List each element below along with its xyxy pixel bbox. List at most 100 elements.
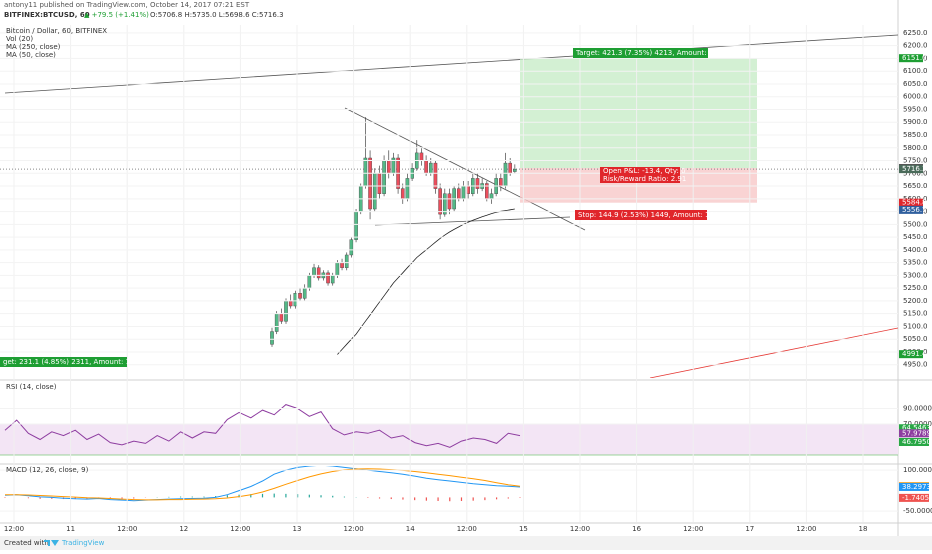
macd-histogram-bar xyxy=(203,497,204,498)
macd-histogram-bar xyxy=(449,497,450,501)
pane-title: RSI (14, close) xyxy=(6,383,57,391)
candle-body xyxy=(378,173,381,193)
x-tick-label: 12:00 xyxy=(796,525,816,533)
macd-histogram-bar xyxy=(227,495,228,497)
candle-body xyxy=(439,189,442,215)
candle-body xyxy=(513,169,516,171)
candle-body xyxy=(382,161,385,194)
macd-histogram-bar xyxy=(508,497,509,498)
x-tick-label: 12:00 xyxy=(570,525,590,533)
legend-entry: MA (250, close) xyxy=(6,43,61,51)
legend-entry: Vol (20) xyxy=(6,35,33,43)
macd-histogram-bar xyxy=(437,497,438,501)
candle-body xyxy=(499,178,502,186)
footer-bar xyxy=(0,536,932,550)
change: ▲ +79.5 (+1.41%) xyxy=(84,11,149,19)
y-tick-label: 5500.0 xyxy=(903,220,928,228)
candle-body xyxy=(457,189,460,199)
annotation: get: 231.1 (4.85%) 2311, Amount: 160 xyxy=(3,358,139,366)
symbol: BITFINEX:BTCUSD, 60 xyxy=(4,11,90,19)
y-tick-label: 100.0000 xyxy=(903,466,932,474)
candle-body xyxy=(509,163,512,173)
macd-histogram-bar xyxy=(496,497,497,499)
y-tick-label: 5850.0 xyxy=(903,131,928,139)
candle-body xyxy=(340,263,343,268)
candle-body xyxy=(387,161,390,174)
y-tick-label: 5650.0 xyxy=(903,182,928,190)
pane-borders xyxy=(0,0,932,536)
macd-histogram-bar xyxy=(367,497,368,498)
y-tick-label: 5050.0 xyxy=(903,335,928,343)
price-label: 57.9789 xyxy=(902,429,931,437)
macd-histogram-bar xyxy=(133,497,134,498)
macd-histogram-bar xyxy=(274,494,275,498)
candle-body xyxy=(490,194,493,199)
y-tick-label: 90.0000 xyxy=(903,405,932,413)
y-tick-label: 6100.0 xyxy=(903,67,928,75)
ma50-line xyxy=(337,209,514,355)
macd-histogram-bar xyxy=(461,497,462,501)
y-tick-label: 5300.0 xyxy=(903,271,928,279)
y-tick-label: 5100.0 xyxy=(903,322,928,330)
macd-histogram-bar xyxy=(473,497,474,500)
x-tick-label: 12:00 xyxy=(344,525,364,533)
candle-body xyxy=(462,186,465,199)
candle-body xyxy=(289,301,292,306)
annotation: Target: 421.3 (7.35%) 4213, Amount: 160 xyxy=(575,49,722,57)
price-label: 46.7950 xyxy=(902,438,931,446)
y-tick-label: 5950.0 xyxy=(903,105,928,113)
candle-body xyxy=(429,163,432,173)
x-tick-label: 12:00 xyxy=(457,525,477,533)
candle-body xyxy=(420,153,423,161)
price-pane xyxy=(0,58,898,354)
annotation: Open P&L: -13.4, Qty: 0 xyxy=(603,167,686,175)
candle-body xyxy=(280,314,283,322)
candle-body xyxy=(326,273,329,283)
x-tick-label: 12:00 xyxy=(230,525,250,533)
candle-body xyxy=(312,268,315,276)
y-tick-label: 6000.0 xyxy=(903,93,928,101)
rsi-band xyxy=(0,424,898,455)
target-zone xyxy=(520,58,757,168)
x-tick-label: 14 xyxy=(406,525,415,533)
candle-body xyxy=(294,293,297,306)
y-tick-label: -50.0000 xyxy=(903,507,932,515)
y-tick-label: 6250.0 xyxy=(903,29,928,37)
x-tick-label: 18 xyxy=(859,525,868,533)
annotation: Stop: 144.9 (2.53%) 1449, Amount: 160 xyxy=(578,211,718,219)
footer-brand: TradingView xyxy=(61,539,105,547)
x-tick-label: 12:00 xyxy=(117,525,137,533)
candle-body xyxy=(331,275,334,283)
annotation: Risk/Reward Ratio: 2.91 xyxy=(603,175,686,183)
footer-created: Created with xyxy=(4,539,49,547)
candle-body xyxy=(275,314,278,332)
macd-histogram-bar xyxy=(519,497,520,498)
candle-body xyxy=(350,240,353,255)
candle-body xyxy=(303,288,306,298)
x-tick-label: 11 xyxy=(66,525,75,533)
macd-histogram-bar xyxy=(121,497,122,498)
price-label: 5556.7 xyxy=(902,206,927,214)
y-tick-label: 5900.0 xyxy=(903,118,928,126)
macd-histogram-bar xyxy=(426,497,427,500)
macd-histogram-bar xyxy=(414,497,415,500)
macd-histogram-bar xyxy=(28,497,29,498)
macd-histogram-bar xyxy=(285,494,286,498)
macd-histogram-bar xyxy=(168,497,169,498)
legend-entry: Bitcoin / Dollar, 60, BITFINEX xyxy=(6,27,107,35)
candle-body xyxy=(364,158,367,186)
y-tick-label: 6050.0 xyxy=(903,80,928,88)
price-label: -1.7405 xyxy=(902,494,929,502)
candle-body xyxy=(354,212,357,240)
macd-histogram-bar xyxy=(402,497,403,499)
x-tick-label: 13 xyxy=(293,525,302,533)
candle-body xyxy=(373,173,376,209)
x-tick-label: 15 xyxy=(519,525,528,533)
macd-histogram-bar xyxy=(309,495,310,498)
macd-histogram-bar xyxy=(320,495,321,497)
x-tick-label: 17 xyxy=(745,525,754,533)
ohlc: O:5706.8 H:5735.0 L:5698.6 C:5716.3 xyxy=(150,11,284,19)
publisher: antony11 published on TradingView.com, O… xyxy=(4,1,250,9)
